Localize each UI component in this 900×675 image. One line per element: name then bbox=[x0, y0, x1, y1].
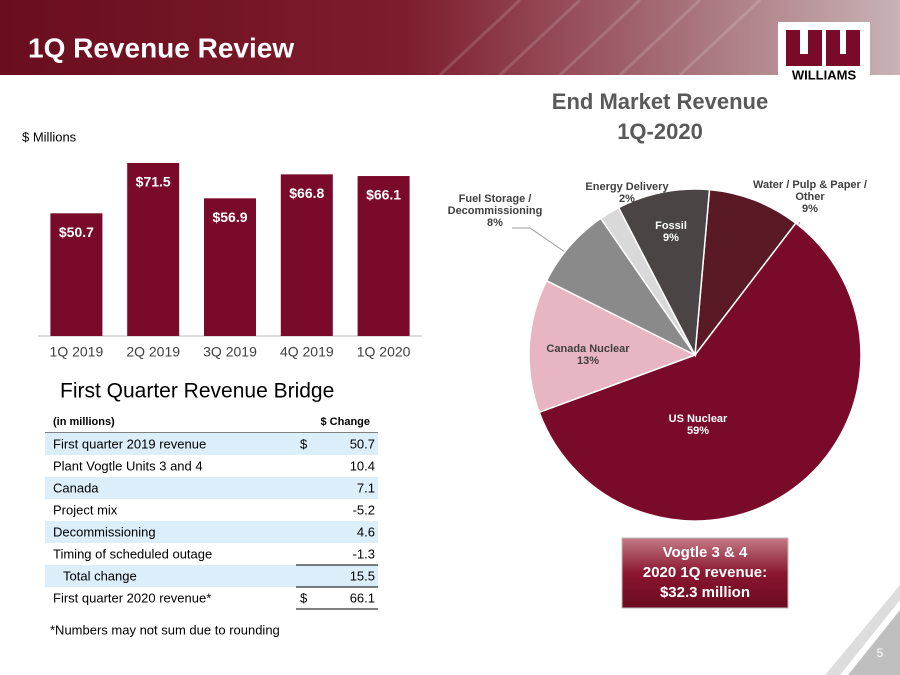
row-label: Total change bbox=[63, 568, 137, 583]
row-value: -5.2 bbox=[353, 502, 375, 517]
pie-label: Energy Delivery 2% bbox=[577, 181, 677, 205]
x-tick-label: 2Q 2019 bbox=[126, 344, 180, 360]
row-band bbox=[45, 565, 378, 587]
pie-category: Energy Delivery bbox=[585, 181, 669, 193]
callout-box bbox=[621, 537, 789, 609]
corner-stripe bbox=[825, 585, 900, 675]
row-value: -1.3 bbox=[353, 546, 375, 561]
page-number: 5 bbox=[877, 646, 884, 660]
pie-category: Fossil bbox=[655, 220, 687, 232]
row-currency: $ bbox=[300, 436, 308, 451]
row-currency: $ bbox=[300, 590, 308, 605]
row-value: 66.1 bbox=[350, 590, 375, 605]
pie-slice bbox=[617, 188, 711, 358]
pie-category: Fuel Storage / Decommissioning bbox=[447, 193, 543, 217]
header-texture bbox=[438, 0, 762, 77]
pie-label: Canada Nuclear 13% bbox=[533, 343, 643, 367]
pie-percent: 13% bbox=[576, 355, 600, 367]
row-value: 4.6 bbox=[357, 524, 375, 539]
logo-mark bbox=[786, 30, 860, 66]
x-tick-label: 1Q 2019 bbox=[50, 344, 104, 360]
corner-stripe bbox=[848, 610, 900, 675]
value-label: $71.5 bbox=[136, 174, 171, 190]
logo-text: WILLIAMS bbox=[792, 67, 857, 82]
row-value: 50.7 bbox=[350, 436, 375, 451]
table-header: $ Change bbox=[320, 416, 370, 428]
value-label: $50.7 bbox=[59, 224, 94, 240]
pie-subtitle: 1Q-2020 bbox=[617, 119, 703, 144]
value-label: $56.9 bbox=[212, 209, 247, 225]
pie-slice bbox=[538, 222, 862, 522]
pie-slice bbox=[694, 188, 797, 358]
row-value: 10.4 bbox=[350, 458, 375, 473]
table-header: (in millions) bbox=[53, 416, 115, 428]
value-label: $66.1 bbox=[366, 187, 401, 203]
pie-slice bbox=[528, 279, 697, 414]
row-band bbox=[45, 477, 378, 499]
pie-percent: 9% bbox=[802, 203, 818, 215]
row-label: Timing of scheduled outage bbox=[53, 546, 212, 561]
pie-label: US Nuclear 59% bbox=[648, 413, 748, 437]
bar bbox=[204, 198, 256, 336]
bar bbox=[127, 162, 180, 336]
row-label: Project mix bbox=[53, 502, 118, 517]
row-label: First quarter 2020 revenue* bbox=[53, 590, 211, 605]
x-tick-label: 3Q 2019 bbox=[203, 344, 257, 360]
slide-title: 1Q Revenue Review bbox=[28, 32, 294, 63]
bar bbox=[280, 174, 333, 336]
value-label: $66.8 bbox=[289, 185, 324, 201]
row-label: First quarter 2019 revenue bbox=[53, 436, 206, 451]
bar bbox=[357, 176, 410, 336]
row-value: 7.1 bbox=[357, 480, 375, 495]
pie-percent: 2% bbox=[619, 193, 635, 205]
x-tick-label: 1Q 2020 bbox=[357, 344, 411, 360]
pie-category: Water / Pulp & Paper / Other bbox=[753, 179, 867, 203]
pie-category: Canada Nuclear bbox=[546, 343, 630, 355]
row-band bbox=[45, 433, 378, 455]
pie-category: US Nuclear bbox=[668, 413, 728, 425]
callout-text: 2020 1Q revenue: bbox=[643, 564, 767, 581]
pie-percent: 59% bbox=[686, 425, 710, 437]
callout-text: Vogtle 3 & 4 bbox=[663, 544, 748, 561]
x-tick-label: 4Q 2019 bbox=[280, 344, 334, 360]
pie-label: Fuel Storage / Decommissioning 8% bbox=[445, 193, 545, 229]
pie-title: End Market Revenue bbox=[552, 89, 768, 114]
bar bbox=[50, 213, 103, 336]
pie-percent: 9% bbox=[663, 232, 679, 244]
y-axis-label: $ Millions bbox=[22, 129, 77, 144]
table-title: First Quarter Revenue Bridge bbox=[60, 380, 334, 403]
callout-text: $32.3 million bbox=[660, 584, 750, 601]
pie-label: Water / Pulp & Paper / Other 9% bbox=[748, 179, 873, 215]
footnote: *Numbers may not sum due to rounding bbox=[50, 622, 280, 637]
row-band bbox=[45, 521, 378, 543]
pie-label: Fossil 9% bbox=[631, 220, 711, 244]
row-value: 15.5 bbox=[350, 568, 375, 583]
row-label: Canada bbox=[53, 480, 99, 495]
header-band bbox=[0, 0, 900, 75]
row-label: Decommissioning bbox=[53, 524, 156, 539]
row-label: Plant Vogtle Units 3 and 4 bbox=[53, 458, 203, 473]
pie-percent: 8% bbox=[487, 217, 503, 229]
